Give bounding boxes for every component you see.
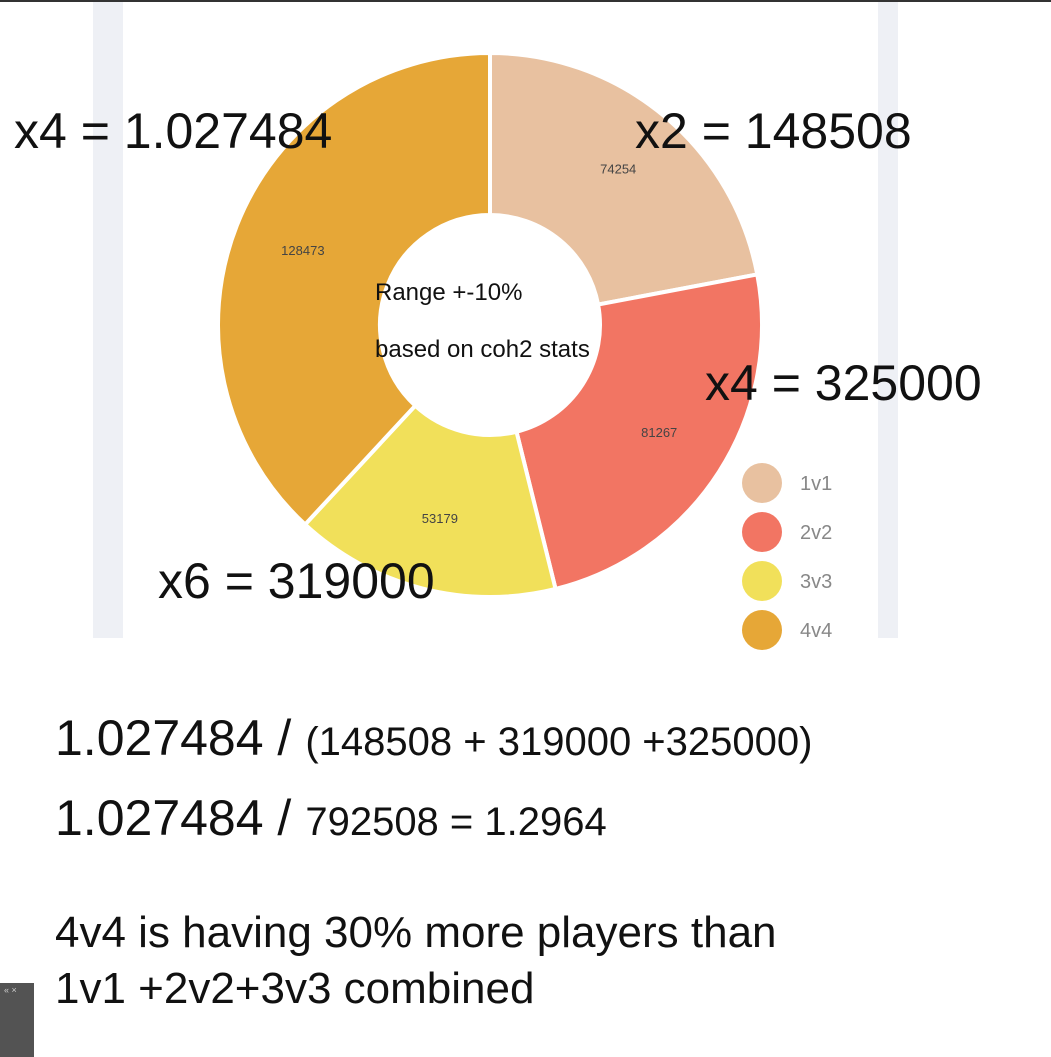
value-label: 81267 [641,425,677,440]
legend-marker [742,512,782,552]
donut-slice [488,50,760,307]
legend-label: 1v1 [800,473,832,495]
annotation: x2 = 148508 [635,103,912,159]
annotation: x4 = 1.027484 [14,103,332,159]
tool-icon: « × [4,985,17,995]
value-label: 128473 [281,243,324,258]
formula-line: 1.027484 / 792508 = 1.2964 [55,790,607,846]
formula-part: 1.027484 / [55,790,291,846]
donut-slice [216,50,492,528]
legend-label: 4v4 [800,620,832,642]
side-panel [878,2,898,638]
formula-line: 1.027484 / (148508 + 319000 +325000) [55,710,812,766]
annotation: x6 = 319000 [158,553,435,609]
value-label: 53179 [422,511,458,526]
legend-label: 2v2 [800,522,832,544]
donut-slice [514,272,764,592]
conclusion-line: 1v1 +2v2+3v3 combined [55,964,534,1013]
value-label: 74254 [600,162,636,177]
legend-label: 3v3 [800,571,832,593]
formula-part: 792508 = 1.2964 [305,800,606,844]
center-text: Range +-10% [375,279,522,306]
annotation: x4 = 325000 [705,355,982,411]
side-panel [93,2,123,638]
tool-widget [0,983,34,1057]
donut-slice [302,402,558,599]
formula-part: (148508 + 319000 +325000) [305,720,812,764]
conclusion-line: 4v4 is having 30% more players than [55,908,777,957]
legend-marker [742,463,782,503]
formula-part: 1.027484 / [55,710,291,766]
legend-marker [742,561,782,601]
legend-marker [742,610,782,650]
donut-chart: 74254 81267 53179 128473 Range +-10% based on… [14,50,982,650]
notes: 1.027484 /(148508 + 319000 +325000)1.027… [55,710,812,1013]
center-text: based on coh2 stats [375,336,590,363]
